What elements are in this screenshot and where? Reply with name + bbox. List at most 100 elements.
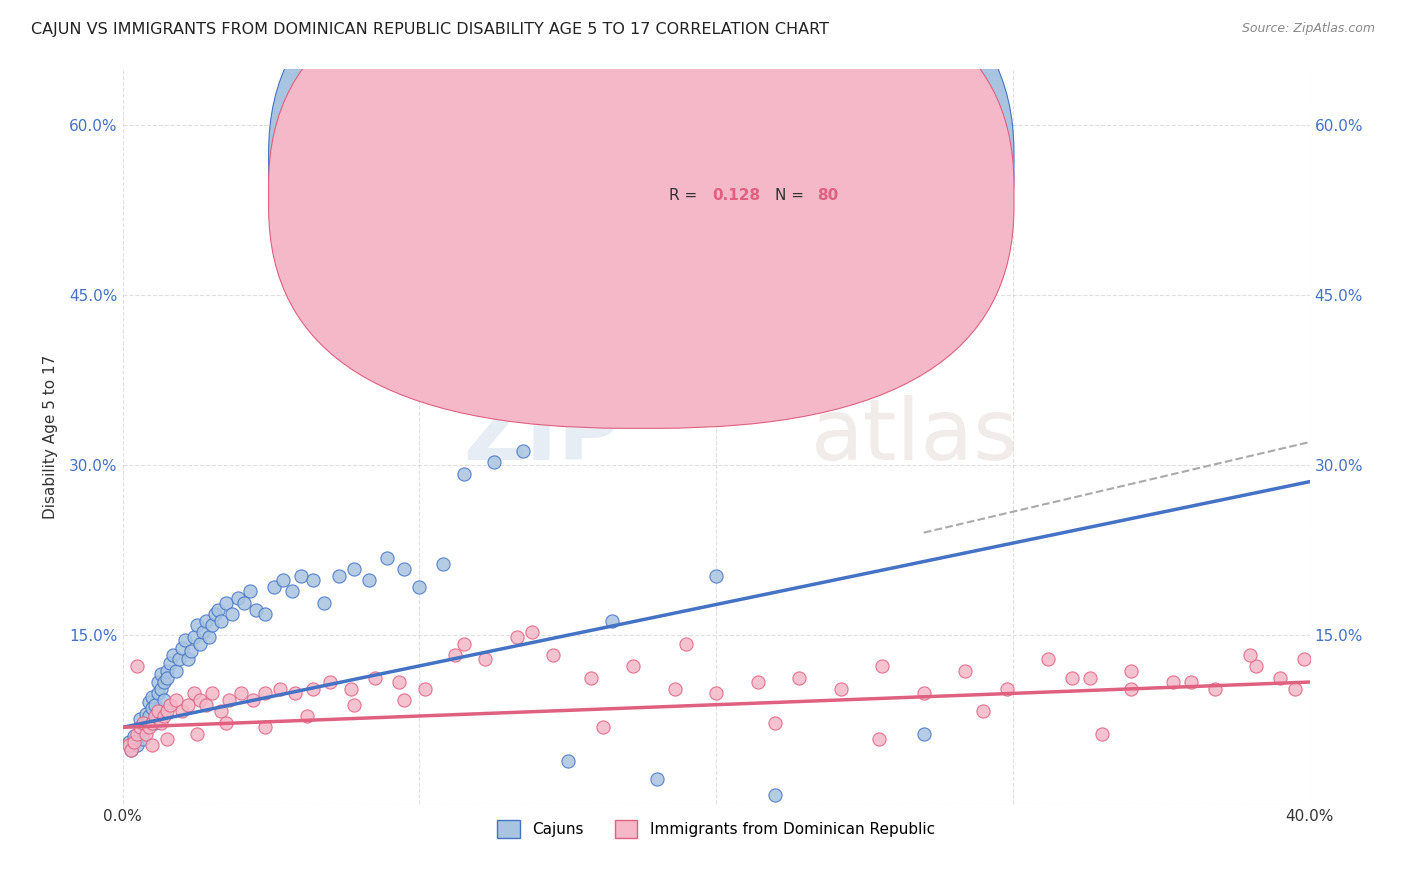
Point — [340, 681, 363, 696]
Point — [177, 652, 200, 666]
Point — [218, 693, 240, 707]
Point — [141, 739, 163, 753]
Point — [141, 690, 163, 704]
Point — [912, 180, 935, 194]
Point — [343, 562, 366, 576]
Point — [1244, 659, 1267, 673]
Point — [191, 625, 214, 640]
Point — [129, 720, 152, 734]
Point — [127, 659, 149, 673]
Point — [343, 698, 366, 712]
Point — [1078, 671, 1101, 685]
Point — [156, 664, 179, 678]
Point — [1239, 648, 1261, 662]
FancyBboxPatch shape — [603, 138, 918, 227]
Point — [132, 718, 155, 732]
Point — [364, 671, 387, 685]
Point — [868, 731, 890, 746]
Point — [763, 715, 786, 730]
Point — [787, 671, 810, 685]
Point — [209, 614, 232, 628]
Text: CAJUN VS IMMIGRANTS FROM DOMINICAN REPUBLIC DISABILITY AGE 5 TO 17 CORRELATION C: CAJUN VS IMMIGRANTS FROM DOMINICAN REPUB… — [31, 22, 830, 37]
Point — [319, 675, 342, 690]
Point — [153, 675, 176, 690]
Point — [830, 681, 852, 696]
Text: atlas: atlas — [811, 395, 1019, 478]
Point — [408, 580, 430, 594]
Point — [117, 735, 139, 749]
Point — [141, 715, 163, 730]
Text: N =: N = — [775, 157, 810, 171]
Point — [159, 698, 181, 712]
Point — [170, 705, 193, 719]
Point — [253, 686, 276, 700]
Point — [290, 568, 312, 582]
Point — [186, 618, 208, 632]
Point — [215, 596, 238, 610]
Point — [215, 715, 238, 730]
Point — [592, 720, 614, 734]
Point — [121, 743, 143, 757]
Point — [747, 675, 769, 690]
Point — [138, 720, 160, 734]
Point — [253, 607, 276, 621]
Point — [581, 671, 603, 685]
Point — [600, 614, 623, 628]
Point — [129, 723, 152, 738]
Point — [165, 693, 187, 707]
Point — [194, 698, 217, 712]
Point — [664, 681, 686, 696]
Point — [156, 671, 179, 685]
Text: R =: R = — [669, 157, 702, 171]
Point — [124, 735, 146, 749]
Text: 0.128: 0.128 — [713, 188, 761, 203]
Point — [955, 664, 977, 678]
Point — [188, 636, 211, 650]
Point — [245, 602, 267, 616]
Text: 72: 72 — [817, 157, 838, 171]
Point — [645, 772, 668, 787]
Point — [506, 630, 529, 644]
Point — [135, 727, 157, 741]
Point — [201, 686, 224, 700]
Point — [138, 709, 160, 723]
Point — [1292, 652, 1315, 666]
Point — [228, 591, 250, 606]
Point — [995, 681, 1018, 696]
Point — [174, 633, 197, 648]
Point — [135, 720, 157, 734]
Point — [159, 656, 181, 670]
Point — [132, 731, 155, 746]
Point — [132, 715, 155, 730]
Point — [269, 681, 291, 696]
Point — [148, 686, 170, 700]
Point — [972, 705, 994, 719]
Point — [280, 584, 302, 599]
Point — [231, 686, 253, 700]
Point — [474, 652, 496, 666]
Point — [912, 727, 935, 741]
Point — [124, 730, 146, 744]
Point — [1161, 675, 1184, 690]
Point — [138, 695, 160, 709]
Point — [271, 573, 294, 587]
Point — [1284, 681, 1306, 696]
Point — [177, 698, 200, 712]
Point — [194, 614, 217, 628]
Point — [165, 664, 187, 678]
Point — [167, 652, 190, 666]
Point — [1038, 652, 1060, 666]
Point — [162, 648, 184, 662]
Point — [387, 675, 409, 690]
Point — [180, 644, 202, 658]
Point — [135, 706, 157, 721]
Point — [394, 562, 416, 576]
FancyBboxPatch shape — [269, 0, 1014, 397]
Text: ZIP: ZIP — [464, 395, 621, 478]
Point — [204, 607, 226, 621]
Text: 0.428: 0.428 — [713, 157, 761, 171]
Point — [127, 727, 149, 741]
Point — [520, 625, 543, 640]
Point — [1180, 675, 1202, 690]
Point — [150, 715, 173, 730]
